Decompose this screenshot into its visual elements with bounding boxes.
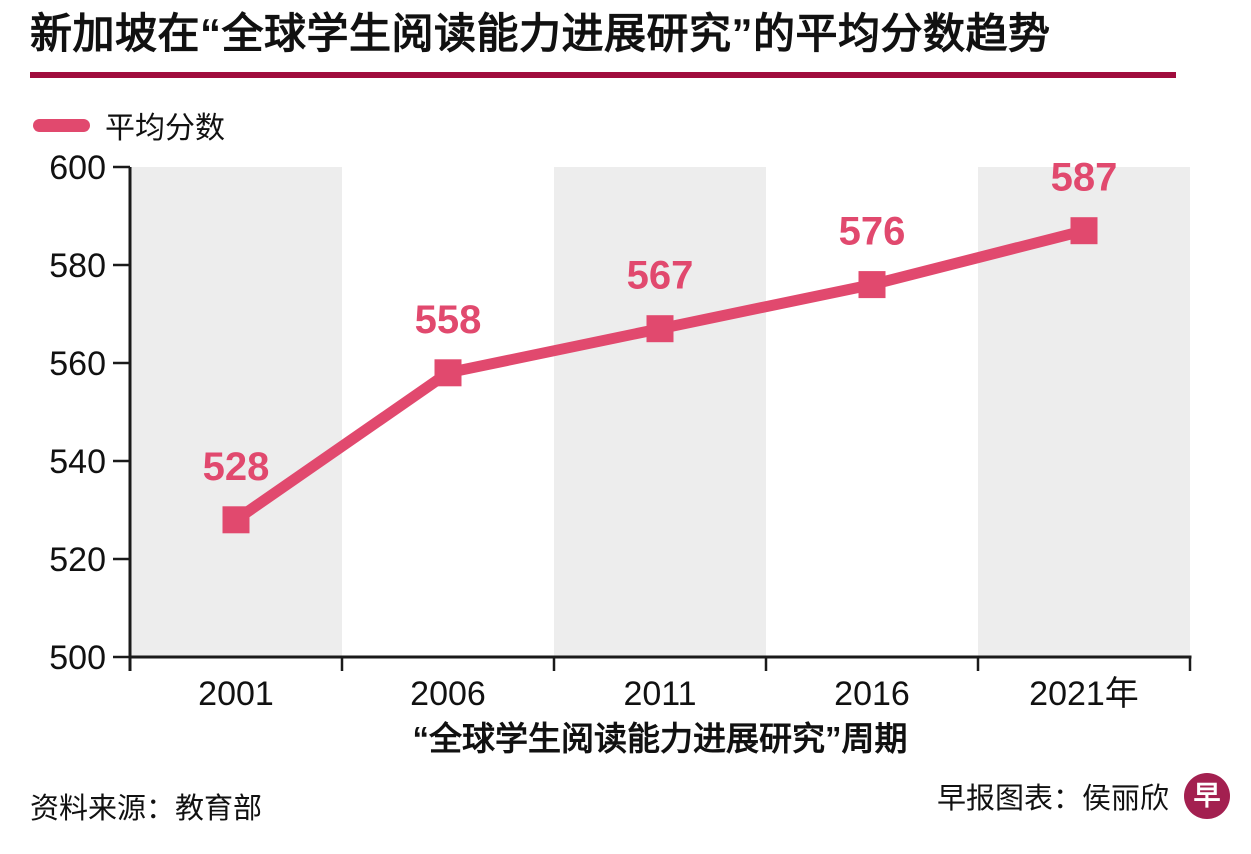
legend-label: 平均分数 (105, 112, 225, 145)
y-tick-label: 600 (49, 150, 106, 187)
graphic-credit: 早报图表：侯丽欣 早 (937, 773, 1230, 819)
x-tick-label: 2011 (623, 675, 696, 713)
y-tick-label: 500 (49, 639, 106, 677)
x-tick-label: 2021年 (1029, 675, 1139, 713)
data-value-label: 576 (839, 210, 906, 254)
legend-line-swatch (33, 118, 90, 132)
title-rule (30, 72, 1176, 78)
x-axis-title: “全球学生阅读能力进展研究”周期 (412, 720, 908, 757)
data-point-marker (646, 315, 674, 343)
y-tick-label: 580 (49, 247, 106, 285)
line-chart: 500 520 540 560 580 600 2001 2006 2011 2016 2021年 5… (49, 150, 1192, 713)
graphic-credit-text: 早报图表：侯丽欣 (936, 783, 1169, 815)
zaobao-logo-icon: 早 (1184, 773, 1230, 819)
category-band (130, 167, 342, 657)
data-point-marker (222, 506, 250, 534)
y-tick-label: 540 (49, 443, 106, 481)
x-tick-label: 2006 (410, 675, 486, 713)
data-value-label: 567 (627, 254, 694, 298)
chart-title: 新加坡在“全球学生阅读能力进展研究”的平均分数趋势 (30, 10, 1051, 57)
zaobao-logo-glyph: 早 (1193, 780, 1221, 811)
y-tick-label: 560 (49, 345, 106, 383)
y-tick-label: 520 (49, 541, 106, 579)
data-value-label: 528 (203, 445, 270, 489)
data-point-marker (1070, 217, 1098, 245)
data-point-marker (858, 271, 886, 299)
legend: 平均分数 (33, 103, 225, 147)
category-band (554, 167, 766, 657)
x-tick-label: 2016 (834, 675, 910, 713)
data-value-label: 558 (415, 298, 482, 342)
data-value-label: 587 (1051, 156, 1118, 200)
x-tick-label: 2001 (198, 675, 274, 713)
data-point-marker (434, 359, 462, 387)
source-credit: 资料来源：教育部 (30, 793, 263, 825)
